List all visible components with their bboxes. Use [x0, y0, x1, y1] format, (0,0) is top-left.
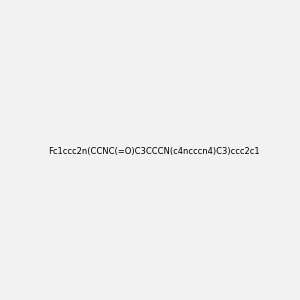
Text: Fc1ccc2n(CCNC(=O)C3CCCN(c4ncccn4)C3)ccc2c1: Fc1ccc2n(CCNC(=O)C3CCCN(c4ncccn4)C3)ccc2…: [48, 147, 260, 156]
